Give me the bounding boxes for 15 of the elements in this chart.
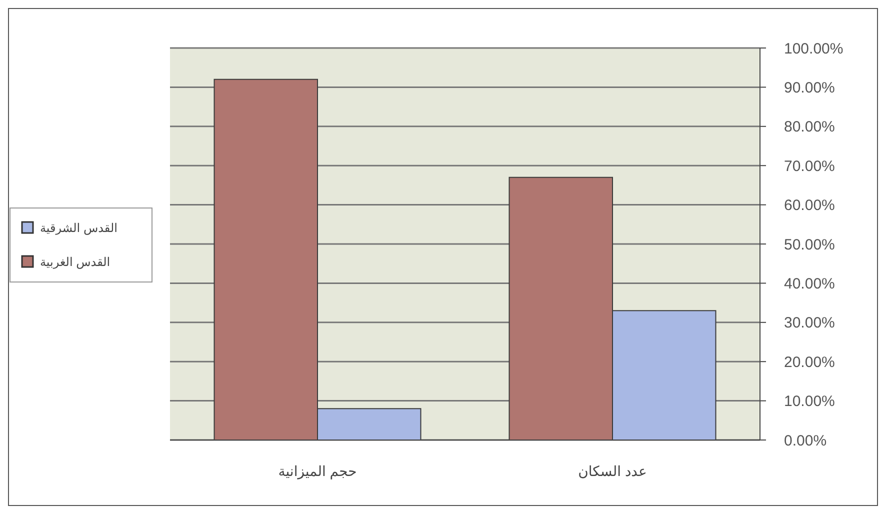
y-tick-label: 0.00% bbox=[784, 432, 827, 450]
y-tick-label: 40.00% bbox=[784, 275, 835, 292]
x-tick-label: حجم الميزانية bbox=[278, 463, 357, 480]
x-tick-label: عدد السكان bbox=[578, 463, 647, 479]
y-tick-label: 30.00% bbox=[784, 314, 835, 332]
legend-label: القدس الشرقية bbox=[40, 221, 118, 236]
y-tick-label: 20.00% bbox=[784, 354, 835, 371]
y-tick-label: 10.00% bbox=[784, 393, 835, 410]
y-tick-label: 90.00% bbox=[784, 79, 835, 96]
y-tick-label: 60.00% bbox=[784, 197, 835, 214]
y-tick-label: 80.00% bbox=[784, 118, 835, 136]
legend-label: القدس الغربية bbox=[40, 255, 110, 270]
y-tick-label: 100.00% bbox=[784, 40, 844, 58]
y-tick-label: 70.00% bbox=[784, 158, 835, 175]
y-tick-label: 50.00% bbox=[784, 236, 835, 254]
